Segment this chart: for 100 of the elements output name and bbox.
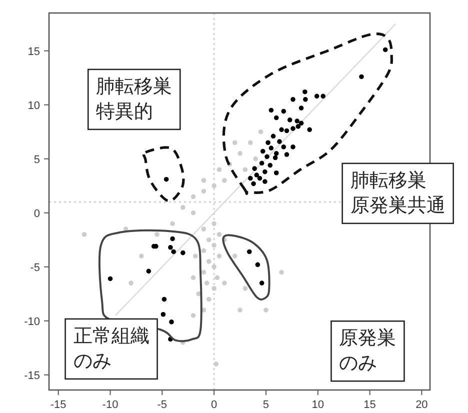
point xyxy=(294,118,300,124)
point xyxy=(279,127,284,132)
point xyxy=(290,97,296,102)
y-tick-label: -15 xyxy=(24,370,40,382)
point xyxy=(248,140,253,146)
annotation: 肺転移巣原発巣共通 xyxy=(350,169,446,216)
point xyxy=(274,170,279,176)
point xyxy=(264,154,270,160)
point xyxy=(170,236,175,242)
point xyxy=(212,286,216,291)
point xyxy=(320,94,326,99)
point xyxy=(290,144,296,150)
x-tick-label: 5 xyxy=(262,399,270,411)
point xyxy=(254,172,260,178)
point xyxy=(214,362,219,366)
point xyxy=(212,264,216,270)
point xyxy=(302,89,308,94)
point xyxy=(201,178,206,183)
point xyxy=(138,254,144,258)
point xyxy=(201,226,206,232)
point xyxy=(222,178,227,183)
point xyxy=(281,108,286,114)
y-tick-label: 5 xyxy=(34,154,40,166)
x-tick-label: -5 xyxy=(157,399,168,411)
point xyxy=(260,148,266,154)
point xyxy=(287,118,292,122)
point xyxy=(201,188,206,194)
point xyxy=(212,242,216,248)
point xyxy=(262,169,268,174)
y-tick-label: -5 xyxy=(30,262,40,274)
point xyxy=(259,160,264,166)
point xyxy=(222,280,227,286)
point xyxy=(154,232,160,237)
point xyxy=(190,194,196,200)
point xyxy=(284,152,290,157)
x-tick-label: 20 xyxy=(416,399,428,411)
point xyxy=(171,249,176,254)
point xyxy=(204,280,210,286)
point xyxy=(82,232,87,237)
point xyxy=(268,108,274,113)
point xyxy=(314,94,320,99)
point xyxy=(190,313,196,318)
annotation: 肺転移巣特異的 xyxy=(96,75,172,122)
point xyxy=(274,115,279,120)
point xyxy=(281,144,286,150)
point xyxy=(206,259,212,264)
point xyxy=(248,176,253,181)
point xyxy=(242,286,248,291)
y-tick-label: 0 xyxy=(34,208,40,220)
point xyxy=(264,308,268,312)
point xyxy=(212,183,216,188)
point xyxy=(298,106,304,110)
point xyxy=(190,210,196,216)
point xyxy=(216,167,222,172)
x-tick-label: -10 xyxy=(102,399,118,411)
point xyxy=(253,156,258,162)
point xyxy=(270,134,276,139)
point xyxy=(168,245,173,250)
point xyxy=(284,128,290,134)
point xyxy=(108,276,113,282)
point xyxy=(290,126,296,131)
point xyxy=(201,248,206,254)
x-tick-label: -15 xyxy=(50,399,66,411)
point xyxy=(262,179,268,184)
point xyxy=(296,124,301,129)
x-tick-label: 15 xyxy=(364,399,376,411)
point xyxy=(192,254,198,258)
point xyxy=(206,296,212,302)
point xyxy=(259,280,264,286)
point xyxy=(279,270,284,275)
point xyxy=(180,250,186,256)
point xyxy=(272,155,278,160)
point xyxy=(277,139,282,144)
point xyxy=(359,74,364,80)
point xyxy=(238,308,242,312)
point xyxy=(128,280,134,286)
x-tick-label: 0 xyxy=(211,399,218,411)
x-tick-label: 10 xyxy=(312,399,324,411)
y-tick-label: 10 xyxy=(28,100,40,112)
point xyxy=(160,312,166,317)
point xyxy=(201,270,206,275)
point xyxy=(382,47,388,52)
point xyxy=(214,275,220,280)
point xyxy=(255,262,260,268)
point xyxy=(170,221,175,226)
point xyxy=(242,167,248,172)
point xyxy=(252,166,257,171)
annotation: 正常組織のみ xyxy=(73,326,150,372)
point xyxy=(246,249,252,254)
point xyxy=(232,254,238,258)
point xyxy=(303,97,308,102)
point xyxy=(190,275,196,280)
y-tick-label: -10 xyxy=(24,316,40,328)
point xyxy=(216,254,222,258)
point xyxy=(169,320,174,324)
point xyxy=(266,140,270,146)
point xyxy=(206,237,212,242)
point xyxy=(298,120,304,126)
point xyxy=(307,127,312,132)
y-tick-label: 15 xyxy=(28,46,40,58)
